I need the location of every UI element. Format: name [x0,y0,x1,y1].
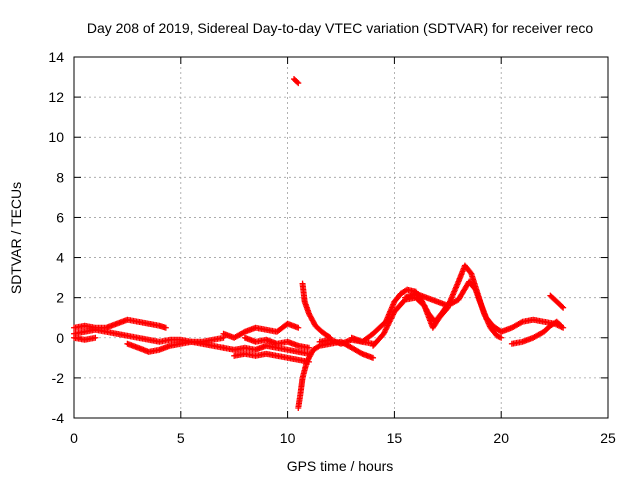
x-tick-label: 25 [600,430,616,446]
data-point [92,334,99,341]
x-tick-label: 10 [280,430,296,446]
data-point [443,305,450,312]
y-tick-label: 8 [56,169,64,185]
y-tick-label: 0 [56,330,64,346]
grid [74,57,608,418]
x-tick-label: 5 [177,430,185,446]
x-tick-label: 0 [70,430,78,446]
x-axis-label: GPS time / hours [287,458,394,474]
data-point [559,303,566,310]
y-tick-label: 10 [48,129,64,145]
data-point [498,334,505,341]
data-point [556,321,563,328]
y-tick-label: -4 [52,410,65,426]
plot-frame [73,56,609,419]
x-tick-label: 15 [387,430,403,446]
y-tick-label: -2 [52,370,65,386]
data-point [295,80,302,87]
data-point [240,329,247,336]
data-points [71,76,567,411]
chart-title: Day 208 of 2019, Sidereal Day-to-day VTE… [87,20,593,36]
data-point [294,79,301,86]
y-tick-label: 6 [56,209,64,225]
x-tick-label: 20 [493,430,509,446]
data-point [305,344,312,351]
y-tick-label: 14 [48,49,64,65]
data-point [358,350,365,357]
data-point [560,304,567,311]
y-tick-label: 4 [56,250,64,266]
data-point [444,304,451,311]
data-point [370,354,377,361]
axis-ticks: 0 5 10 15 20 25 -4 -2 0 2 4 6 8 10 12 14 [48,49,616,446]
data-point [315,343,322,350]
data-point [518,319,525,326]
data-point [558,322,565,329]
y-tick-label: 12 [48,89,64,105]
y-tick-label: 2 [56,290,64,306]
data-point [295,324,302,331]
y-axis-label: SDTVAR / TECUs [8,182,24,294]
data-point [162,324,169,331]
